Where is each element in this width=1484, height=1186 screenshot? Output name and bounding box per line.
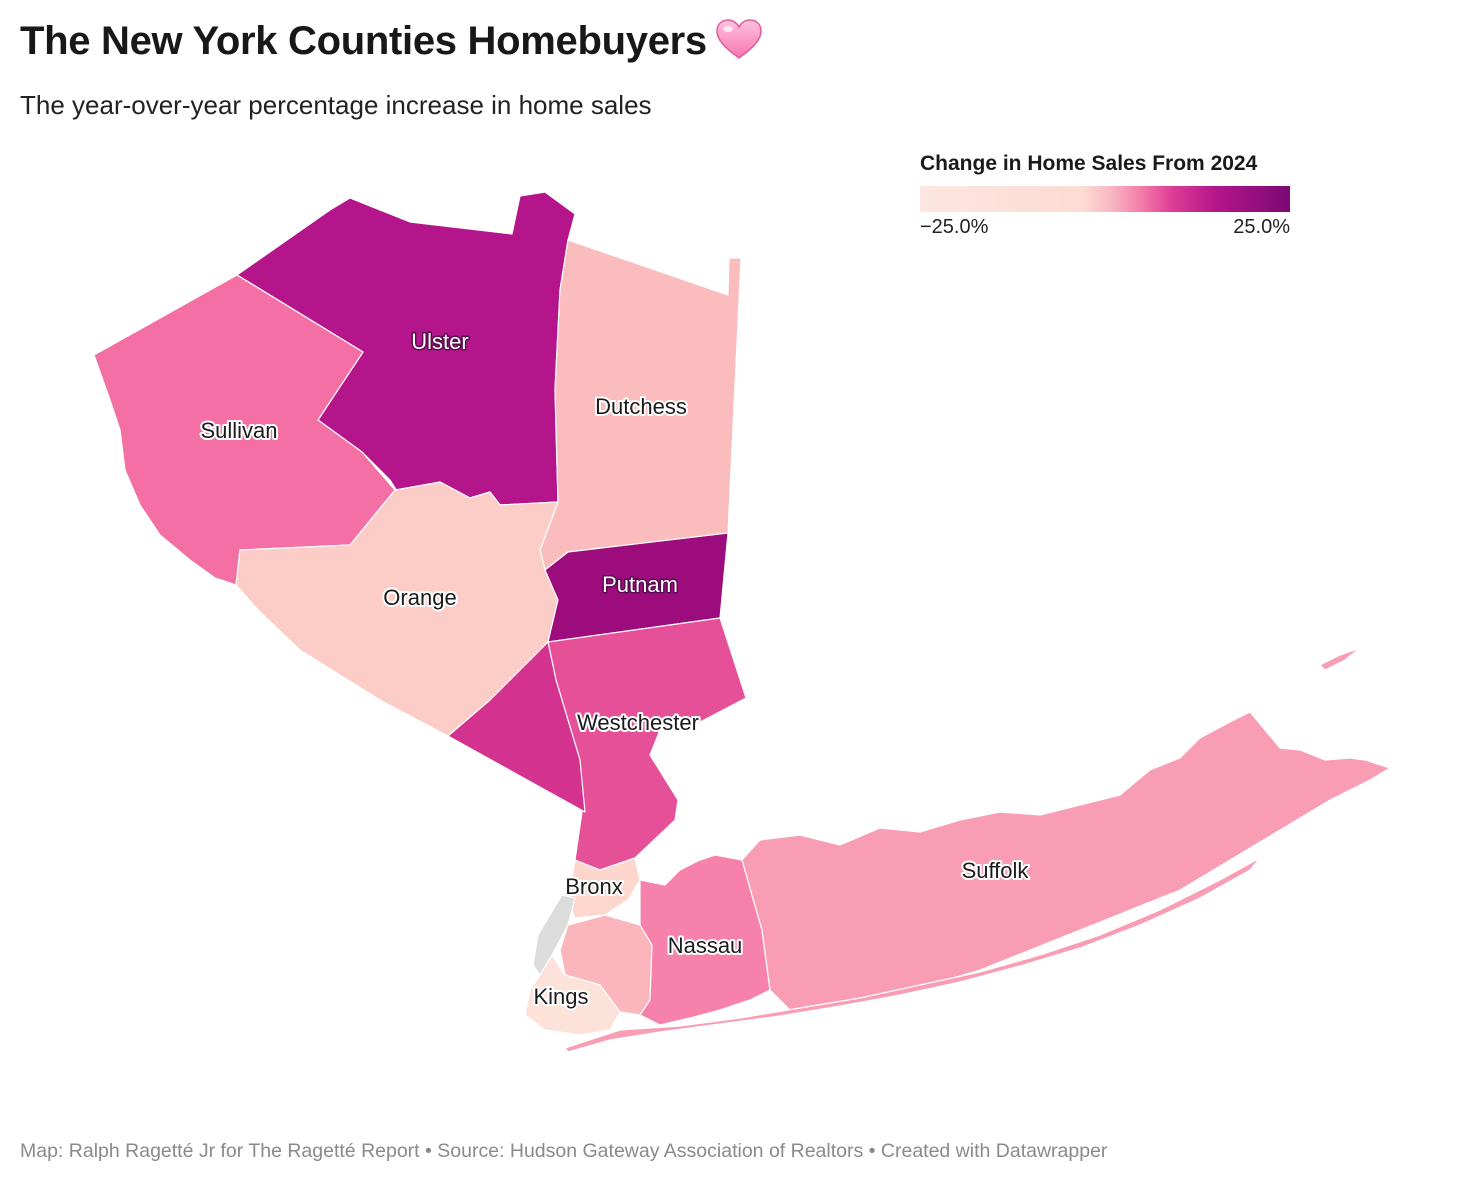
legend-title: Change in Home Sales From 2024: [920, 152, 1258, 175]
county-label: Orange: [383, 585, 456, 610]
county-suffolk[interactable]: [741, 711, 1391, 1011]
county-labels: Ulster Sullivan Dutchess Orange Putnam W…: [198, 328, 1031, 1012]
county-label: Ulster: [411, 329, 468, 354]
chart-footer: Map: Ralph Ragetté Jr for The Ragetté Re…: [20, 1140, 1108, 1162]
chart-title-text: The New York Counties Homebuyers: [20, 19, 707, 63]
suffolk-fork-island[interactable]: [1319, 647, 1361, 671]
county-shapes: [93, 191, 1391, 1053]
legend-ticks: −25.0% 25.0%: [920, 216, 1290, 242]
county-label: Bronx: [565, 874, 622, 899]
county-label: Nassau: [668, 933, 743, 958]
county-kings[interactable]: [524, 954, 621, 1036]
county-label: Kings: [533, 984, 588, 1009]
legend-min-label: −25.0%: [920, 216, 989, 238]
county-label: Westchester: [577, 710, 699, 735]
legend-gradient-bar: [920, 186, 1290, 212]
county-label: Suffolk: [962, 858, 1030, 883]
county-nassau[interactable]: [639, 854, 771, 1026]
chart-title: The New York Counties Homebuyers: [20, 18, 763, 70]
county-label: Sullivan: [200, 418, 277, 443]
county-rockland[interactable]: [447, 641, 586, 813]
county-label: Putnam: [602, 572, 678, 597]
color-legend: Change in Home Sales From 2024 −25.0% 25…: [920, 152, 1290, 242]
pink-heart-icon: [715, 18, 763, 70]
county-westchester[interactable]: [547, 617, 747, 871]
legend-max-label: 25.0%: [1233, 216, 1290, 238]
chart-subtitle: The year-over-year percentage increase i…: [20, 90, 652, 120]
barrier-island[interactable]: [564, 857, 1261, 1053]
county-label: Dutchess: [595, 394, 687, 419]
